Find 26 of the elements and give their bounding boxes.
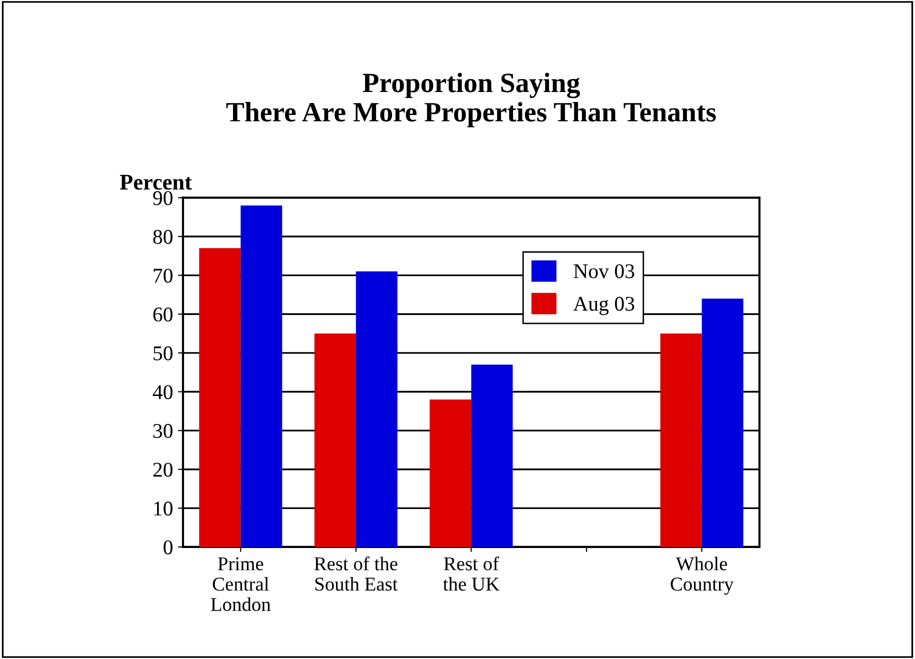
bar (702, 298, 744, 547)
y-tick-label: 70 (154, 268, 172, 283)
x-tick-label: Rest of the South East (314, 556, 398, 591)
y-tick-label: 30 (153, 424, 172, 438)
chart-title: Proportion Saying There Are More Properties Than Tenants (226, 72, 716, 128)
bar (314, 334, 356, 547)
y-tick-label: 10 (154, 502, 172, 516)
bar (356, 271, 398, 547)
y-tick-label: 80 (153, 230, 172, 244)
x-tick-label: Prime Central London (210, 557, 271, 612)
y-tick-label: 40 (152, 385, 172, 400)
legend-label: Nov 03 (574, 264, 634, 278)
x-tick-label: Whole Country (670, 556, 734, 595)
bar (660, 334, 702, 547)
y-tick-label: 50 (154, 346, 172, 360)
bar (240, 205, 282, 547)
bar (430, 400, 472, 547)
y-tick-label: 0 (164, 540, 172, 554)
y-axis-title: Percent (120, 174, 192, 190)
bar (471, 364, 513, 547)
legend-label: Aug 03 (573, 296, 634, 316)
y-tick-label: 20 (153, 462, 172, 477)
x-tick-label: Rest of the UK (443, 556, 500, 591)
y-tick-label: 60 (153, 307, 172, 322)
y-tick-label: 90 (153, 191, 172, 206)
bar (199, 248, 241, 547)
